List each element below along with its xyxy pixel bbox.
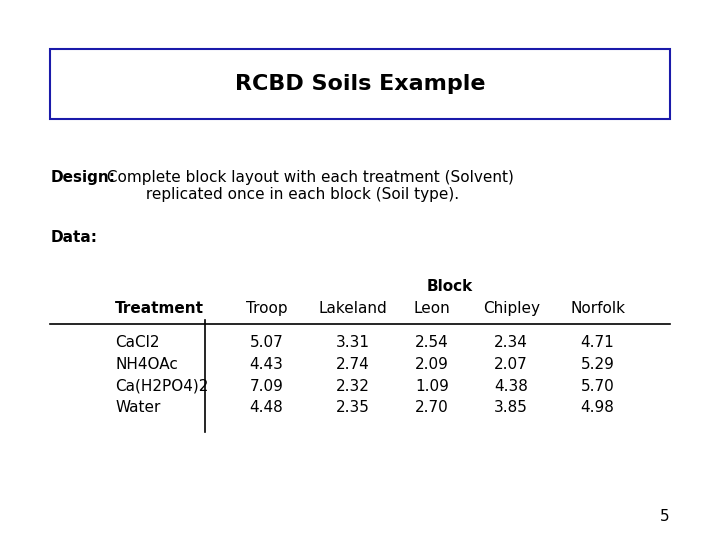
- Text: Data:: Data:: [50, 230, 97, 245]
- Text: Complete block layout with each treatment (Solvent)
         replicated once in : Complete block layout with each treatmen…: [102, 170, 514, 202]
- Text: Lakeland: Lakeland: [318, 301, 387, 316]
- Text: 2.09: 2.09: [415, 357, 449, 372]
- Text: 1.09: 1.09: [415, 379, 449, 394]
- Text: 5: 5: [660, 509, 670, 524]
- Text: 4.71: 4.71: [581, 335, 614, 350]
- Text: 5.07: 5.07: [250, 335, 283, 350]
- Text: Troop: Troop: [246, 301, 287, 316]
- Text: 2.07: 2.07: [495, 357, 528, 372]
- Text: 3.31: 3.31: [336, 335, 370, 350]
- Text: 4.38: 4.38: [494, 379, 528, 394]
- Text: Design:: Design:: [50, 170, 115, 185]
- Text: Leon: Leon: [413, 301, 451, 316]
- Text: 4.43: 4.43: [249, 357, 284, 372]
- FancyBboxPatch shape: [50, 49, 670, 119]
- Text: Chipley: Chipley: [482, 301, 540, 316]
- Text: CaCl2: CaCl2: [115, 335, 160, 350]
- Text: RCBD Soils Example: RCBD Soils Example: [235, 73, 485, 94]
- Text: 5.70: 5.70: [581, 379, 614, 394]
- Text: 2.70: 2.70: [415, 400, 449, 415]
- Text: 2.32: 2.32: [336, 379, 370, 394]
- Text: 3.85: 3.85: [494, 400, 528, 415]
- Text: 7.09: 7.09: [249, 379, 284, 394]
- Text: 2.35: 2.35: [336, 400, 370, 415]
- Text: Norfolk: Norfolk: [570, 301, 625, 316]
- Text: Treatment: Treatment: [115, 301, 204, 316]
- Text: 2.74: 2.74: [336, 357, 369, 372]
- Text: Block: Block: [427, 279, 473, 294]
- Text: Ca(H2PO4)2: Ca(H2PO4)2: [115, 379, 209, 394]
- Text: 2.54: 2.54: [415, 335, 449, 350]
- Text: 4.48: 4.48: [250, 400, 283, 415]
- Text: Water: Water: [115, 400, 161, 415]
- Text: 5.29: 5.29: [580, 357, 615, 372]
- Text: 2.34: 2.34: [494, 335, 528, 350]
- Text: 4.98: 4.98: [580, 400, 615, 415]
- Text: NH4OAc: NH4OAc: [115, 357, 178, 372]
